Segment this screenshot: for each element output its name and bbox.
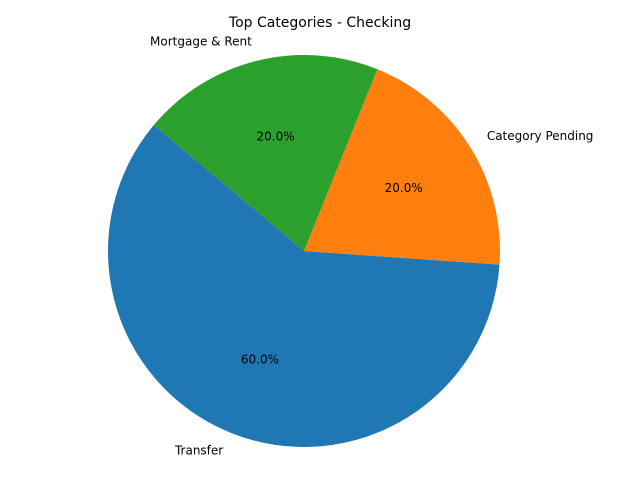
pie-slice-transfer — [108, 125, 500, 448]
slice-label: Category Pending — [487, 129, 594, 143]
pie-slice-category-pending — [304, 69, 500, 265]
chart-title: Top Categories - Checking — [228, 15, 411, 31]
pie-slice-mortgage-rent — [153, 54, 378, 252]
slice-percent-label: 60.0% — [241, 353, 279, 367]
slice-percent-label: 20.0% — [385, 181, 423, 195]
pie-labels: Transfer 60.0% Category Pending 20.0% Mortga… — [150, 34, 593, 457]
slice-percent-label: 20.0% — [256, 129, 294, 143]
slice-label: Mortgage & Rent — [150, 34, 252, 48]
pie-slices — [108, 54, 500, 448]
slice-label: Transfer — [174, 443, 223, 457]
